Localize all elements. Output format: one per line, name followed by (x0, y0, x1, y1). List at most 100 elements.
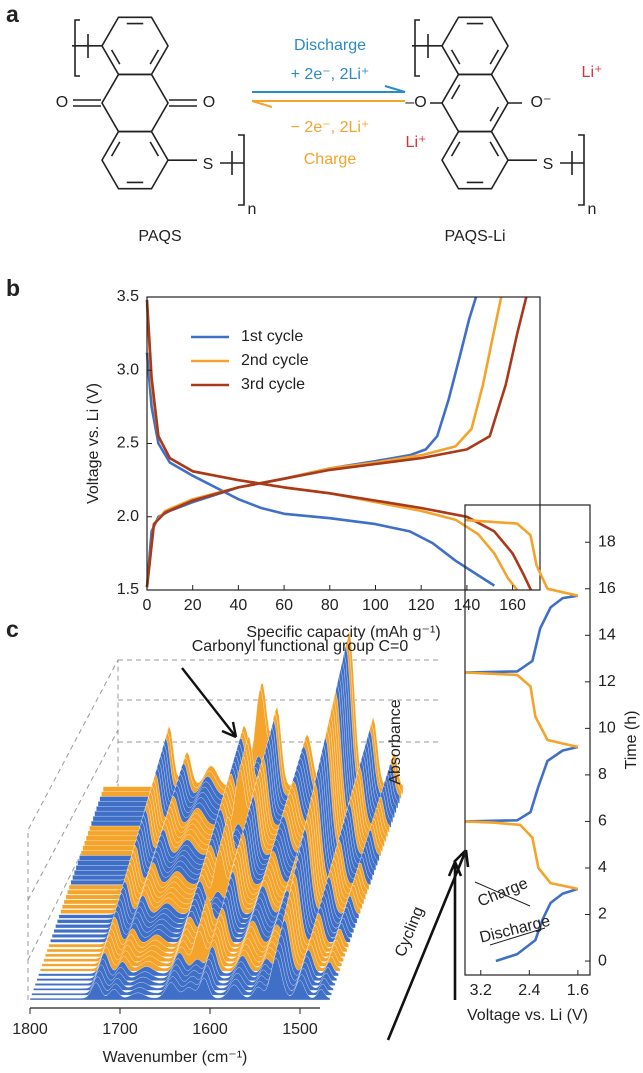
x-tick-label: 0 (143, 597, 152, 614)
y-tick-label: 2 (598, 906, 607, 923)
double-bond (489, 141, 500, 157)
legend-label: 3rd cycle (241, 376, 305, 393)
y-tick-label: 18 (598, 533, 616, 550)
x-tick-label: 100 (362, 597, 389, 614)
x-axis-label: Specific capacity (mAh g⁻¹) (246, 624, 440, 641)
y-tick-label: 12 (598, 673, 616, 690)
double-bond (489, 106, 500, 122)
plot-frame (146, 296, 541, 591)
legend-label: 1st cycle (241, 328, 303, 345)
axis-label: Absorbance (387, 699, 404, 784)
bond (412, 19, 442, 77)
x-tick-label: 1800 (12, 1021, 48, 1038)
axis-label: Cycling (392, 904, 427, 959)
atom: Li⁺ (406, 134, 427, 151)
series-line (465, 518, 579, 891)
y-tick-label: 2.0 (117, 508, 139, 525)
atom: S (203, 156, 214, 173)
arrow (251, 100, 405, 108)
panel-label: a (6, 1, 19, 27)
ring (441, 130, 509, 190)
panel-label: c (6, 616, 19, 642)
bond (72, 19, 102, 77)
y-tick-label: 2.5 (117, 435, 139, 452)
y-tick-label: 14 (598, 627, 616, 644)
ring (441, 73, 509, 133)
series-line (145, 296, 495, 588)
double-bond (450, 49, 461, 65)
y-tick-label: 1.5 (117, 581, 139, 598)
annotation: Carbonyl functional group C=0 (192, 638, 409, 655)
atom: O (56, 94, 68, 111)
double-bond (149, 49, 160, 65)
x-tick-label: 140 (454, 597, 481, 614)
panel-label: b (6, 275, 20, 301)
x-tick-label: 1500 (282, 1021, 318, 1038)
series-line (145, 296, 519, 591)
double-bond (450, 141, 461, 157)
ir-waterfall (27, 629, 440, 1001)
double-bond (450, 84, 461, 100)
arrow (386, 849, 470, 1041)
y-tick-label: 4 (598, 859, 607, 876)
x-tick-label: 120 (408, 597, 435, 614)
ring (441, 16, 509, 76)
y-tick-label: 16 (598, 580, 616, 597)
double-bond (149, 141, 160, 157)
atom: n (588, 201, 597, 218)
arrow (474, 881, 531, 907)
atom: S (543, 156, 554, 173)
x-tick-label: 80 (321, 597, 339, 614)
plot-frame (464, 504, 591, 976)
atom: O⁻ (531, 94, 552, 111)
atom: –O (405, 94, 426, 111)
reaction-scheme: O O S n PAQS –O O⁻ Li⁺ Li⁺ S n PAQS-Li D… (56, 16, 603, 245)
double-bond (110, 49, 121, 65)
y-tick-label: 0 (598, 952, 607, 969)
double-bond (110, 141, 121, 157)
x-tick-label: 60 (275, 597, 293, 614)
x-tick-label: 1600 (192, 1021, 228, 1038)
y-axis-label: Time (h) (623, 711, 640, 770)
atom: Li⁺ (582, 64, 603, 81)
arrow-label: Discharge (294, 37, 366, 54)
x-tick-label: 160 (499, 597, 526, 614)
double-bond (489, 49, 500, 65)
axis-label: Wavenumber (cm⁻¹) (103, 1049, 248, 1066)
legend-label: 2nd cycle (241, 352, 309, 369)
x-tick-label: 20 (184, 597, 202, 614)
ring (101, 16, 169, 76)
bond (73, 99, 101, 107)
bond (168, 134, 245, 206)
ring (101, 73, 169, 133)
y-axis-label: Voltage vs. Li (V) (85, 383, 102, 504)
x-tick-label: 40 (229, 597, 247, 614)
atom: O (203, 94, 215, 111)
series-line (465, 594, 579, 963)
y-tick-label: 8 (598, 766, 607, 783)
arrow-label: + 2e⁻, 2Li⁺ (291, 66, 370, 83)
series-label: Charge (475, 875, 530, 910)
arrow-label: Charge (304, 151, 357, 168)
bond (508, 134, 585, 206)
y-tick-label: 6 (598, 813, 607, 830)
x-tick-label: 1.6 (567, 982, 589, 999)
arrow-label: − 2e⁻, 2Li⁺ (291, 119, 370, 136)
ring (101, 130, 169, 190)
compound-name: PAQS-Li (444, 228, 505, 245)
atom: n (248, 201, 257, 218)
x-tick-label: 1700 (102, 1021, 138, 1038)
arrow (447, 861, 463, 1000)
arrow (252, 85, 406, 93)
x-axis-label: Voltage vs. Li (V) (467, 1007, 588, 1024)
x-tick-label: 3.2 (470, 982, 492, 999)
arrow (181, 667, 238, 739)
arrow (489, 927, 546, 946)
compound-name: PAQS (138, 228, 181, 245)
y-tick-label: 3.0 (117, 361, 139, 378)
spectrum-layer (29, 957, 331, 1001)
x-tick-label: 2.4 (518, 982, 540, 999)
series-line (145, 296, 533, 591)
y-tick-label: 10 (598, 720, 616, 737)
